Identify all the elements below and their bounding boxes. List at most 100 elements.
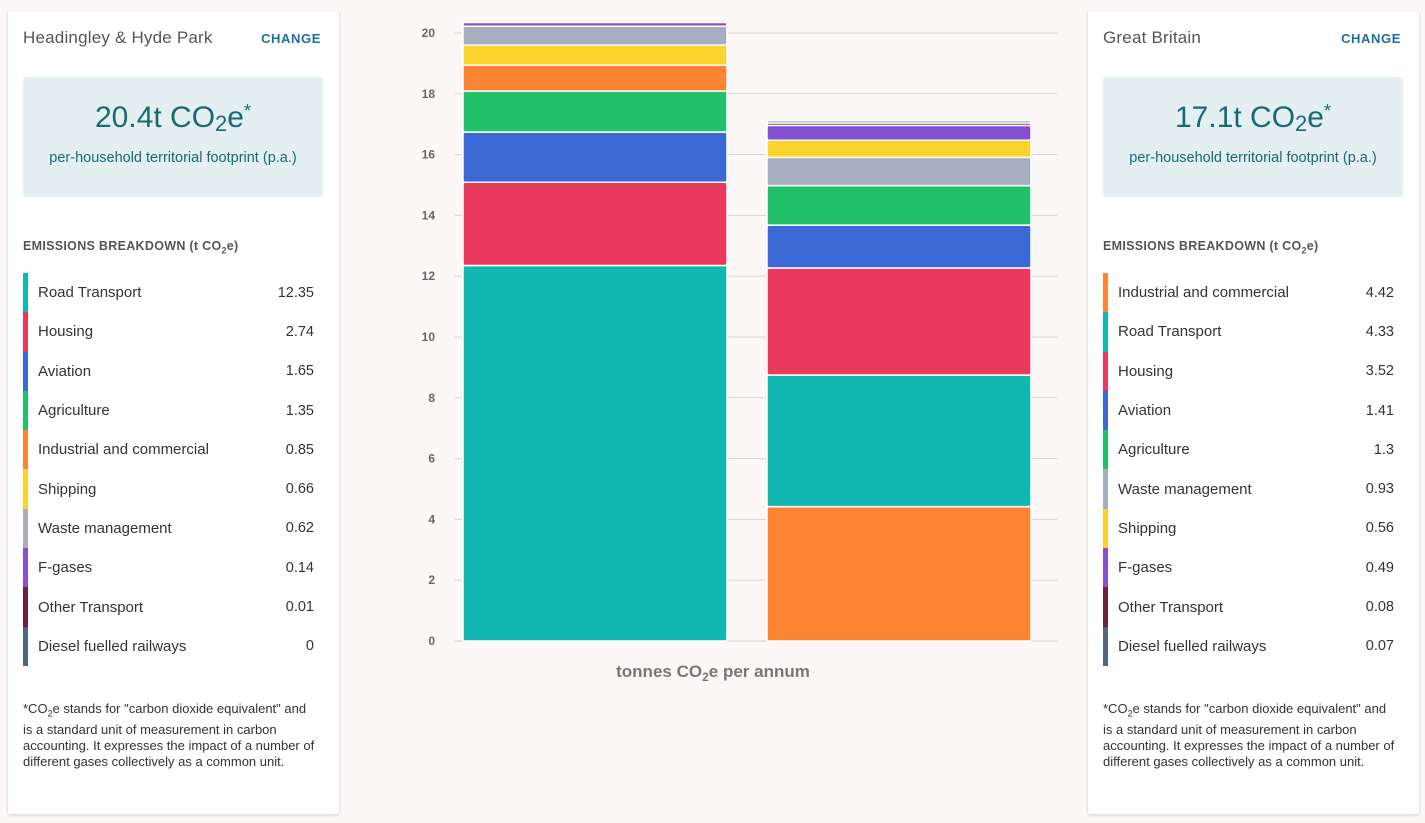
breakdown-item-label: Agriculture [1118, 441, 1190, 459]
breakdown-item-label: Waste management [1118, 480, 1252, 498]
emissions-stacked-bar-chart: 0 2 4 6 8 10 12 14 16 18 20 tonnes CO2e per annum [422, 21, 1057, 684]
footprint-summary: 17.1t CO2e* per-household territorial fo… [1103, 77, 1403, 197]
bar-segment[interactable] [462, 21, 728, 24]
breakdown-item: Other Transport 0.01 [23, 587, 314, 627]
breakdown-item-value: 2.74 [285, 323, 314, 340]
breakdown-item: F-gases 0.14 [23, 548, 314, 588]
breakdown-item-value: 1.3 [1373, 441, 1394, 458]
footprint-description: per-household territorial footprint (p.a… [49, 150, 297, 166]
y-tick-label: 18 [422, 87, 436, 101]
breakdown-item-value: 4.33 [1365, 323, 1394, 340]
breakdown-item: Agriculture 1.35 [23, 390, 314, 431]
breakdown-item-value: 0.01 [285, 599, 314, 616]
breakdown-item-label: Industrial and commercial [1118, 284, 1289, 302]
change-area-button[interactable]: CHANGE [1341, 30, 1401, 46]
y-tick-label: 6 [428, 452, 435, 466]
y-tick-label: 10 [422, 330, 436, 344]
breakdown-item-value: 0.14 [285, 559, 314, 576]
breakdown-item-value: 0.07 [1365, 638, 1394, 655]
breakdown-item-label: Waste management [38, 519, 172, 537]
left-panel-header: Headingley & Hyde Park CHANGE [23, 27, 321, 49]
y-tick-label: 4 [428, 512, 435, 526]
breakdown-item: Agriculture 1.3 [1103, 430, 1394, 470]
breakdown-item-label: Road Transport [1118, 323, 1222, 341]
breakdown-item-value: 3.52 [1365, 363, 1394, 380]
breakdown-item: Housing 3.52 [1103, 351, 1394, 391]
y-axis: 0 2 4 6 8 10 12 14 16 18 20 [422, 26, 436, 648]
bar-segment[interactable] [462, 131, 728, 184]
breakdown-item-value: 0.66 [285, 481, 314, 498]
footprint-value: 20.4t CO2e* [94, 101, 251, 136]
breakdown-item-value: 0.08 [1365, 599, 1394, 616]
breakdown-item-label: Diesel fuelled railways [38, 637, 187, 655]
breakdown-item: Road Transport 4.33 [1103, 312, 1394, 352]
bars [462, 21, 1032, 642]
bar-segment[interactable] [462, 64, 728, 92]
breakdown-item-label: F-gases [1118, 559, 1173, 577]
breakdown-item-value: 0.85 [285, 441, 314, 458]
breakdown-item-value: 4.42 [1365, 284, 1394, 301]
breakdown-item: Shipping 0.56 [1103, 508, 1394, 549]
area-name: Great Britain [1103, 28, 1202, 47]
bar-segment[interactable] [766, 120, 1032, 124]
footprint-value: 17.1t CO2e* [1174, 101, 1331, 136]
breakdown-item: Aviation 1.65 [23, 351, 314, 391]
bar-segment[interactable] [766, 224, 1032, 269]
y-tick-label: 14 [422, 208, 436, 222]
bar-segment[interactable] [766, 505, 1032, 642]
change-area-button[interactable]: CHANGE [261, 30, 321, 46]
breakdown-item: Other Transport 0.08 [1103, 587, 1394, 627]
breakdown-item-value: 0.49 [1365, 559, 1394, 576]
breakdown-item: Industrial and commercial 0.85 [23, 430, 314, 470]
footprint-summary: 20.4t CO2e* per-household territorial fo… [23, 77, 323, 197]
bar-segment[interactable] [766, 156, 1032, 187]
y-tick-label: 20 [422, 26, 436, 40]
bar-segment[interactable] [766, 139, 1032, 159]
bar-segment[interactable] [462, 25, 728, 46]
y-tick-label: 2 [428, 573, 435, 587]
breakdown-list: Industrial and commercial 4.42 Road Transp… [1103, 273, 1394, 666]
bar-segment[interactable] [462, 264, 728, 642]
x-axis-label: tonnes CO2e per annum [616, 662, 810, 684]
breakdown-item: Road Transport 12.35 [23, 273, 314, 313]
breakdown-item-value: 1.65 [285, 363, 314, 380]
breakdown-item-label: Aviation [1118, 402, 1172, 420]
breakdown-item: Diesel fuelled railways 0 [23, 626, 314, 666]
breakdown-item-value: 0.56 [1365, 520, 1394, 537]
breakdown-item-value: 0.62 [285, 520, 314, 537]
breakdown-list: Road Transport 12.35 Housing 2.74 Aviation 1.… [23, 273, 314, 666]
breakdown-item-label: Other Transport [1118, 598, 1224, 616]
breakdown-item-label: Aviation [38, 362, 92, 380]
footnote: *CO2e stands for "carbon dioxide equival… [23, 701, 315, 770]
breakdown-item-label: Housing [1118, 362, 1174, 380]
right-area-panel: Great Britain CHANGE 17.1t CO2e* per-hou… [1088, 11, 1419, 814]
bar-segment[interactable] [462, 44, 728, 66]
breakdown-item-label: Housing [38, 323, 94, 341]
breakdown-item: Industrial and commercial 4.42 [1103, 273, 1394, 313]
breakdown-item: Aviation 1.41 [1103, 390, 1394, 431]
breakdown-item: Shipping 0.66 [23, 469, 314, 509]
breakdown-item-value: 1.41 [1365, 402, 1394, 419]
left-area-panel: Headingley & Hyde Park CHANGE 20.4t CO2e… [8, 11, 339, 814]
breakdown-item: Waste management 0.62 [23, 508, 314, 549]
bar-segment[interactable] [766, 184, 1032, 226]
bar-segment[interactable] [766, 124, 1032, 142]
bar-segment[interactable] [462, 181, 728, 267]
bar-segment[interactable] [766, 267, 1032, 376]
breakdown-item-label: F-gases [38, 559, 93, 577]
breakdown-item-label: Road Transport [38, 284, 142, 302]
breakdown-item-label: Shipping [1118, 519, 1177, 537]
breakdown-item-value: 12.35 [277, 284, 314, 301]
breakdown-item-label: Shipping [38, 480, 97, 498]
breakdown-item-label: Agriculture [38, 402, 110, 420]
footprint-description: per-household territorial footprint (p.a… [1129, 150, 1377, 166]
breakdown-title: EMISSIONS BREAKDOWN (t CO2e) [1103, 239, 1319, 256]
y-tick-label: 12 [422, 269, 436, 283]
breakdown-item: Diesel fuelled railways 0.07 [1103, 626, 1394, 666]
footnote: *CO2e stands for "carbon dioxide equival… [1103, 701, 1395, 770]
bar-segment[interactable] [766, 374, 1032, 508]
breakdown-title: EMISSIONS BREAKDOWN (t CO2e) [23, 239, 239, 256]
area-name: Headingley & Hyde Park [23, 28, 213, 47]
breakdown-item-value: 0 [305, 638, 314, 655]
bar-segment[interactable] [462, 90, 728, 133]
